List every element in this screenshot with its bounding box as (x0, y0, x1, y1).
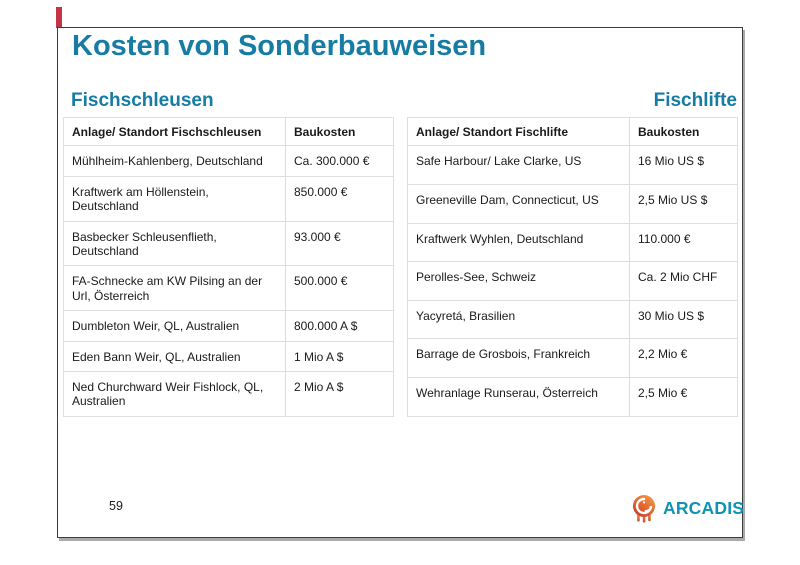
facility-cell: Wehranlage Runserau, Österreich (407, 377, 630, 417)
facility-cell: Dumbleton Weir, QL, Australien (63, 310, 286, 342)
cost-cell: 30 Mio US $ (629, 299, 738, 340)
table-header-row: Anlage/ Standort Fischschleusen Baukoste… (63, 116, 394, 147)
cost-cell: 1 Mio A $ (285, 340, 394, 372)
section-heading-fischlifte: Fischlifte (653, 90, 737, 111)
table-row: Ned Churchward Weir Fishlock, QL, Austra… (63, 370, 394, 417)
fischschleusen-table: Anlage/ Standort Fischschleusen Baukoste… (63, 116, 394, 417)
cost-cell: 2 Mio A $ (285, 370, 394, 417)
cost-cell: 110.000 € (629, 222, 738, 263)
column-header-baukosten: Baukosten (285, 116, 394, 147)
table-row: Barrage de Grosbois, Frankreich 2,2 Mio € (407, 338, 738, 379)
facility-cell: FA-Schnecke am KW Pilsing an der Url, Ös… (63, 265, 286, 312)
table-row: Safe Harbour/ Lake Clarke, US 16 Mio US $ (407, 145, 738, 185)
table-row: FA-Schnecke am KW Pilsing an der Url, Ös… (63, 265, 394, 312)
facility-cell: Yacyretá, Brasilien (407, 299, 630, 340)
cost-cell: 2,5 Mio US $ (629, 184, 738, 224)
cost-cell: 2,5 Mio € (629, 377, 738, 417)
page-number: 59 (109, 499, 123, 513)
red-accent-bar (56, 7, 62, 28)
table-header-row: Anlage/ Standort Fischlifte Baukosten (407, 116, 738, 147)
section-headings: Fischschleusen Fischlifte (63, 90, 739, 112)
cost-cell: 800.000 A $ (285, 310, 394, 342)
table-row: Yacyretá, Brasilien 30 Mio US $ (407, 299, 738, 340)
salamander-icon (633, 495, 655, 523)
cost-cell: Ca. 2 Mio CHF (629, 261, 738, 301)
arcadis-logo: ARCADIS (631, 494, 744, 523)
facility-cell: Kraftwerk am Höllenstein, Deutschland (63, 175, 286, 222)
table-row: Greeneville Dam, Connecticut, US 2,5 Mio … (407, 184, 738, 224)
facility-cell: Greeneville Dam, Connecticut, US (407, 184, 630, 224)
table-row: Wehranlage Runserau, Österreich 2,5 Mio € (407, 377, 738, 417)
cost-cell: 500.000 € (285, 265, 394, 312)
table-row: Mühlheim-Kahlenberg, Deutschland Ca. 300.… (63, 145, 394, 177)
page-title: Kosten von Sonderbauweisen (72, 30, 487, 62)
table-row: Basbecker Schleusenflieth, Deutschland 93… (63, 220, 394, 267)
column-header-baukosten: Baukosten (629, 116, 738, 147)
fischlifte-table: Anlage/ Standort Fischlifte Baukosten Sa… (407, 116, 738, 417)
cost-cell: 93.000 € (285, 220, 394, 267)
facility-cell: Mühlheim-Kahlenberg, Deutschland (63, 145, 286, 177)
column-header-anlage: Anlage/ Standort Fischschleusen (63, 116, 286, 147)
facility-cell: Barrage de Grosbois, Frankreich (407, 338, 630, 379)
cost-cell: 2,2 Mio € (629, 338, 738, 379)
section-heading-fischschleusen: Fischschleusen (71, 90, 214, 111)
cost-cell: 850.000 € (285, 175, 394, 222)
facility-cell: Basbecker Schleusenflieth, Deutschland (63, 220, 286, 267)
table-row: Perolles-See, Schweiz Ca. 2 Mio CHF (407, 261, 738, 301)
facility-cell: Perolles-See, Schweiz (407, 261, 630, 301)
facility-cell: Kraftwerk Wyhlen, Deutschland (407, 222, 630, 263)
facility-cell: Eden Bann Weir, QL, Australien (63, 340, 286, 372)
arcadis-wordmark: ARCADIS (663, 498, 745, 518)
cost-cell: 16 Mio US $ (629, 145, 738, 185)
table-row: Dumbleton Weir, QL, Australien 800.000 A … (63, 310, 394, 342)
tables-row: Anlage/ Standort Fischschleusen Baukoste… (63, 116, 739, 417)
table-row: Eden Bann Weir, QL, Australien 1 Mio A $ (63, 340, 394, 372)
slide-frame: Kosten von Sonderbauweisen Fischschleuse… (57, 27, 744, 538)
table-row: Kraftwerk am Höllenstein, Deutschland 850… (63, 175, 394, 222)
facility-cell: Ned Churchward Weir Fishlock, QL, Austra… (63, 370, 286, 417)
table-row: Kraftwerk Wyhlen, Deutschland 110.000 € (407, 222, 738, 263)
column-header-anlage: Anlage/ Standort Fischlifte (407, 116, 630, 147)
cost-cell: Ca. 300.000 € (285, 145, 394, 177)
facility-cell: Safe Harbour/ Lake Clarke, US (407, 145, 630, 185)
